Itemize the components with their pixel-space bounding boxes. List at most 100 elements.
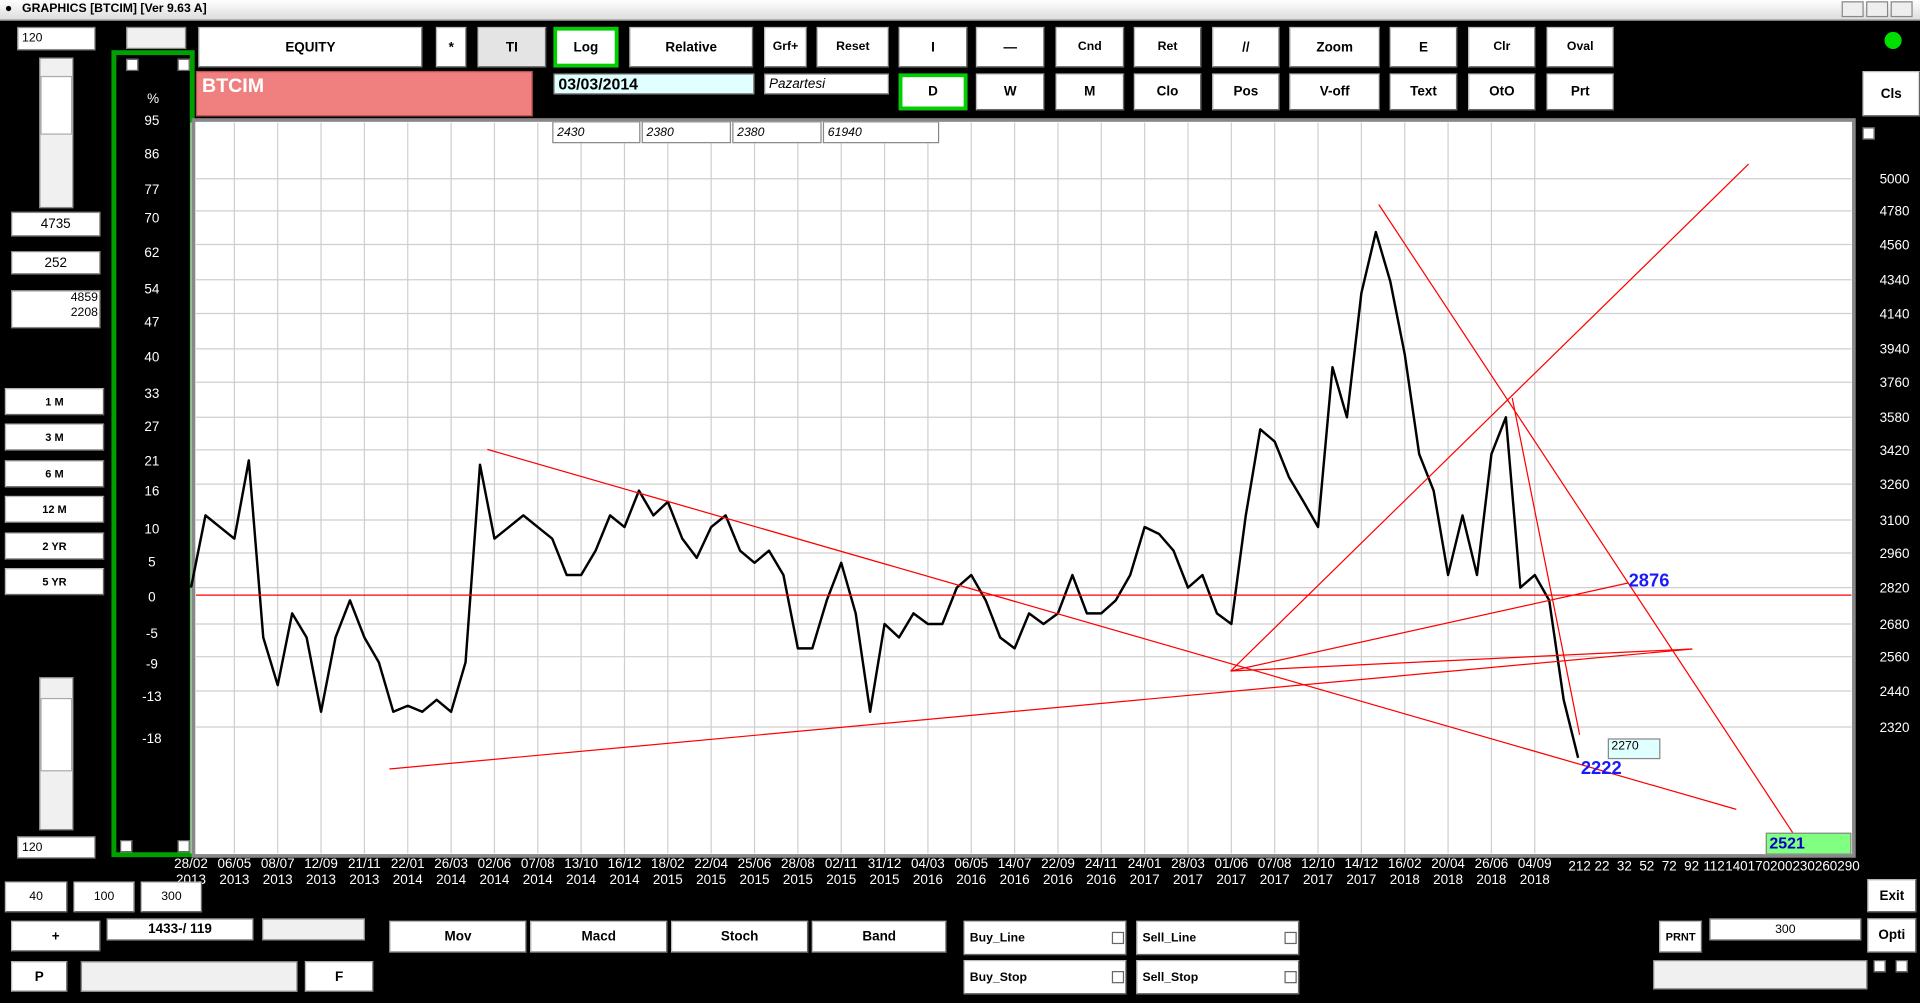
toolbar-button[interactable]: — [975, 26, 1045, 68]
minimize[interactable] [1841, 1, 1864, 18]
period-button[interactable]: 5 YR [4, 568, 105, 596]
toolbar-button[interactable]: OtO [1468, 73, 1536, 111]
x-tick-label: 24/11 2016 [1084, 857, 1118, 888]
order-toggle[interactable]: Buy_Stop [963, 960, 1127, 995]
exit-button[interactable]: Exit [1867, 879, 1917, 913]
close-button[interactable]: Cls [1862, 71, 1920, 117]
checkbox[interactable] [177, 840, 190, 853]
x-tick-label: 07/08 2017 [1257, 857, 1292, 888]
trend-line [1511, 397, 1581, 735]
bottom-field[interactable]: 120 [17, 836, 96, 859]
toolbar-button[interactable]: Reset [816, 26, 889, 68]
period-button[interactable]: 2 YR [4, 532, 105, 560]
scrollbar[interactable] [80, 961, 298, 992]
trend-line [1378, 204, 1796, 837]
period-button[interactable]: 12 M [4, 495, 105, 523]
indicator-button[interactable]: Band [811, 920, 947, 953]
y-tick-label: 3420 [1880, 443, 1910, 458]
toolbar-button[interactable]: Clo [1133, 73, 1202, 111]
y-tick-label: 3940 [1880, 342, 1910, 357]
order-toggle[interactable]: Sell_Stop [1136, 960, 1300, 995]
trend-line [487, 448, 1737, 810]
checkbox[interactable] [1111, 931, 1125, 945]
count-button[interactable]: 40 [4, 881, 68, 913]
value-field: 252 [11, 251, 101, 275]
toolbar-button[interactable]: Relative [629, 26, 754, 68]
y2-tick-label: 54 [144, 281, 159, 296]
count-button[interactable]: 300 [140, 881, 203, 913]
y2-tick-label: 40 [144, 349, 159, 364]
date-field[interactable]: 03/03/2014 [553, 73, 755, 95]
toolbar-button[interactable]: Oval [1546, 26, 1614, 68]
toolbar-button[interactable]: EQUITY [198, 26, 423, 68]
options-button[interactable]: Opti [1867, 918, 1917, 953]
toolbar-button[interactable]: M [1055, 73, 1125, 111]
close[interactable] [1890, 1, 1913, 18]
annotation: 2222 [1581, 757, 1622, 778]
toolbar-button[interactable]: Cnd [1055, 26, 1125, 68]
order-toggle[interactable]: Sell_Line [1136, 920, 1300, 956]
checkbox[interactable] [1873, 960, 1886, 973]
toolbar-button[interactable]: V-off [1289, 73, 1381, 111]
period-button[interactable]: 1 M [4, 388, 105, 416]
scroll-thumb[interactable] [40, 75, 73, 135]
weekday-field[interactable]: Pazartesi [764, 73, 889, 95]
toolbar-button[interactable]: Log [553, 26, 619, 68]
period-button[interactable]: 6 M [4, 460, 105, 488]
order-toggle[interactable]: Buy_Line [963, 920, 1127, 956]
toolbar-button[interactable]: TI [477, 26, 547, 68]
checkbox[interactable] [177, 58, 190, 72]
prev-button[interactable]: P [11, 961, 68, 992]
next-button[interactable]: F [304, 961, 374, 992]
toolbar-button[interactable]: // [1212, 26, 1280, 68]
x-tick-label: 02/06 2014 [477, 857, 512, 888]
y2-tick-label: 10 [144, 521, 159, 536]
toolbar-button[interactable]: I [898, 26, 968, 68]
checkbox[interactable] [120, 840, 133, 853]
print-button[interactable]: PRNT [1659, 920, 1703, 953]
checkbox[interactable] [1284, 971, 1297, 984]
y2-tick-label: 16 [144, 483, 159, 498]
y2-tick-label: 77 [144, 182, 159, 197]
checkbox[interactable] [1862, 127, 1875, 140]
toolbar-button[interactable]: Prt [1546, 73, 1614, 111]
toolbar-button[interactable]: D [898, 73, 968, 111]
toolbar-button[interactable]: E [1389, 26, 1458, 68]
indicator-button[interactable]: Stoch [671, 920, 809, 953]
toolbar-button[interactable]: Pos [1212, 73, 1280, 111]
checkbox[interactable] [1895, 960, 1908, 973]
indicator-button[interactable]: Macd [530, 920, 668, 953]
scrollbar[interactable] [1653, 960, 1868, 990]
maximize[interactable] [1866, 1, 1889, 18]
range-high: 4859 [70, 291, 98, 305]
scrollbar[interactable] [262, 918, 365, 941]
checkbox[interactable] [1284, 931, 1297, 945]
x-tick-label: 26/03 2014 [434, 857, 468, 888]
scroll-thumb[interactable] [40, 697, 73, 772]
trend-lines [195, 163, 1852, 837]
future-x-label: 140 [1725, 859, 1747, 874]
scrollbar[interactable] [126, 26, 187, 49]
indicator-button[interactable]: Mov [389, 920, 527, 953]
checkbox[interactable] [1111, 971, 1125, 984]
checkbox[interactable] [126, 58, 139, 72]
window-controls[interactable] [1841, 1, 1913, 18]
print-field[interactable]: 300 [1709, 918, 1862, 941]
trend-line [1230, 648, 1693, 672]
toolbar-button[interactable]: Grf+ [764, 26, 807, 68]
bars-field[interactable]: 120 [17, 26, 96, 51]
quote-field: 61940 [822, 121, 940, 144]
toolbar-button[interactable]: Zoom [1289, 26, 1381, 68]
toolbar-button[interactable]: Clr [1468, 26, 1536, 68]
plus-button[interactable]: + [11, 920, 101, 952]
x-tick-label: 16/02 2018 [1387, 857, 1422, 888]
period-button[interactable]: 3 M [4, 423, 105, 451]
toolbar-button[interactable]: W [975, 73, 1045, 111]
toolbar-button[interactable]: Text [1389, 73, 1458, 111]
future-x-label: 170 [1748, 859, 1770, 874]
toolbar-button[interactable]: Ret [1133, 26, 1202, 68]
count-button[interactable]: 100 [73, 881, 135, 913]
toolbar-button[interactable]: * [435, 26, 467, 68]
x-tick-label: 08/07 2013 [260, 857, 295, 888]
